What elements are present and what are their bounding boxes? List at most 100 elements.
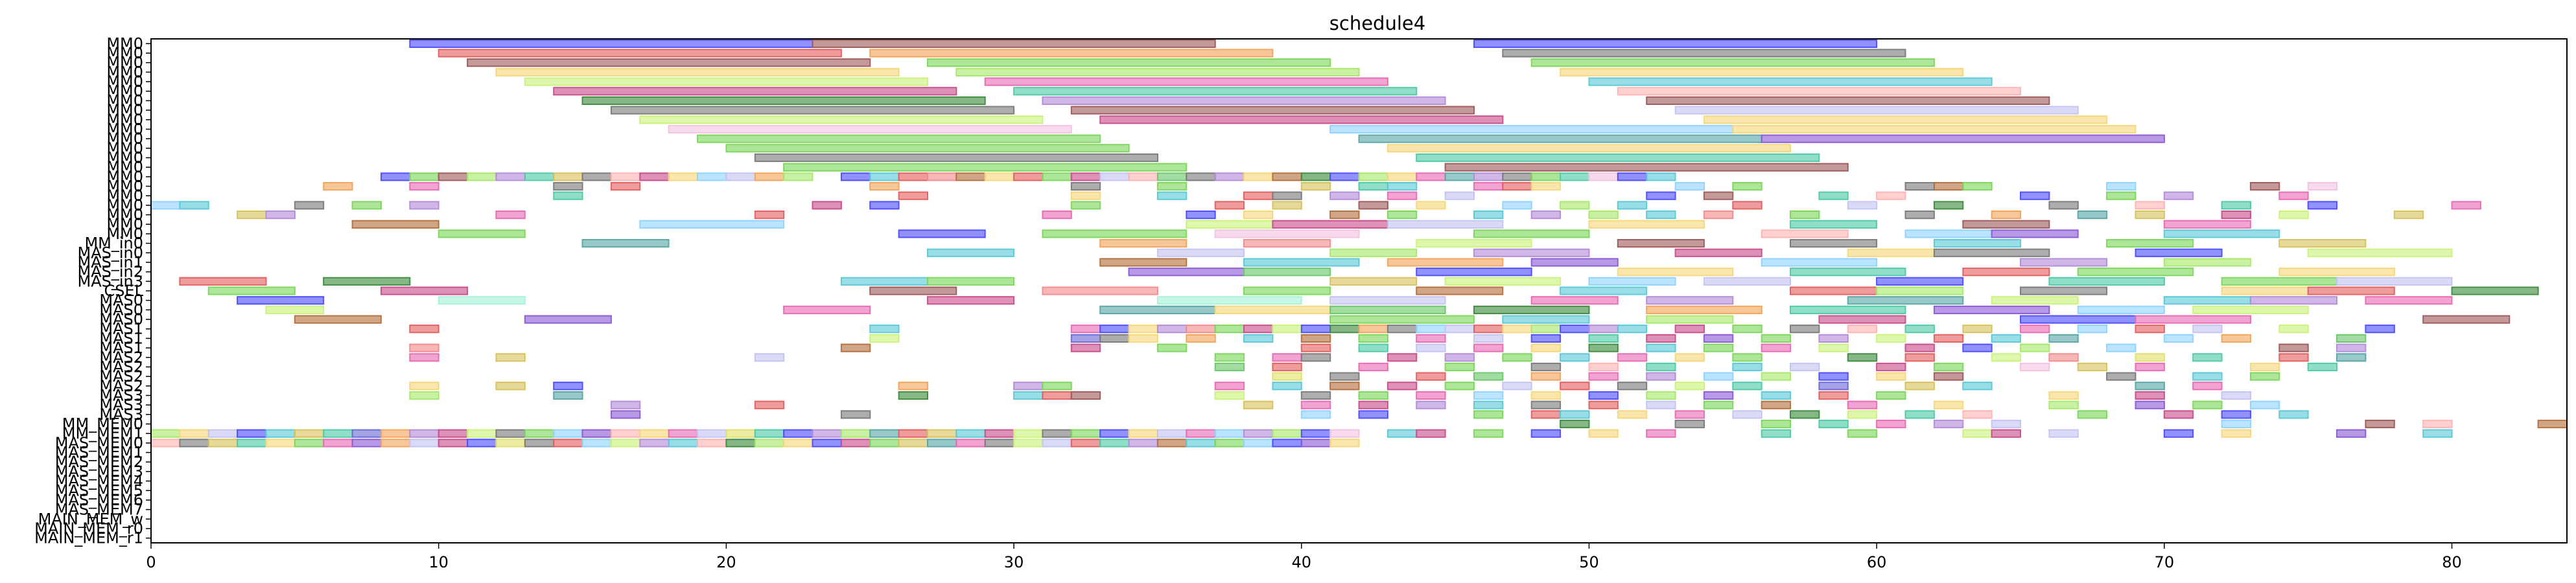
- gantt-bar: [1847, 353, 1878, 362]
- gantt-bar: [1732, 353, 1762, 362]
- gantt-bar: [294, 439, 325, 448]
- gantt-bar: [294, 315, 382, 324]
- y-tick-label: MAS_in1: [77, 253, 143, 271]
- gantt-bar: [495, 67, 900, 77]
- y-tick-label: MAS2: [99, 358, 143, 376]
- gantt-bar: [1444, 362, 1475, 372]
- gantt-bar: [1128, 334, 1158, 343]
- gantt-bar: [237, 429, 267, 438]
- gantt-bar: [1790, 220, 1878, 229]
- gantt-bar: [1588, 277, 1676, 286]
- gantt-bar: [927, 58, 1331, 67]
- gantt-bar: [1272, 429, 1302, 438]
- gantt-bar: [927, 172, 957, 181]
- y-tick-label: MM0: [106, 177, 143, 196]
- gantt-bar: [409, 382, 439, 391]
- gantt-bar: [495, 353, 526, 362]
- gantt-bar: [1876, 334, 1906, 343]
- gantt-bar: [1416, 372, 1446, 381]
- gantt-bar: [1761, 134, 2165, 143]
- gantt-bar: [1674, 325, 1705, 334]
- gantt-bar: [1042, 96, 1446, 106]
- gantt-bar: [1933, 419, 1964, 429]
- gantt-bar: [150, 429, 181, 438]
- gantt-bar: [2163, 296, 2251, 305]
- gantt-bar: [1991, 334, 2022, 343]
- gantt-bar: [467, 439, 497, 448]
- gantt-bar: [1502, 182, 1532, 191]
- gantt-bar: [438, 439, 469, 448]
- gantt-bar: [1387, 258, 1504, 267]
- gantt-bar: [812, 439, 842, 448]
- gantt-bar: [1732, 201, 1762, 210]
- gantt-bar: [1387, 382, 1418, 391]
- gantt-bar: [1070, 106, 1475, 115]
- gantt-bar: [1243, 325, 1274, 334]
- gantt-bar: [639, 439, 670, 448]
- gantt-bar: [409, 39, 814, 48]
- gantt-bar: [1272, 382, 1302, 391]
- gantt-bar: [2020, 315, 2137, 324]
- gantt-bar: [1042, 429, 1072, 438]
- gantt-bar: [869, 49, 1274, 58]
- gantt-bar: [2221, 429, 2252, 438]
- gantt-bar: [668, 429, 698, 438]
- gantt-bar: [438, 172, 469, 181]
- gantt-bar: [1530, 182, 1562, 191]
- gantt-bar: [1502, 315, 1590, 324]
- gantt-bar: [639, 115, 1044, 124]
- y-tick-label: MM0: [106, 225, 143, 243]
- y-tick-label: MM0: [106, 187, 143, 205]
- gantt-bar: [2221, 201, 2252, 210]
- gantt-bar: [1991, 353, 2022, 362]
- gantt-bar: [1790, 286, 1878, 295]
- gantt-bar: [697, 172, 727, 181]
- gantt-bar: [1847, 296, 1964, 305]
- gantt-bar: [610, 106, 1015, 115]
- gantt-bar: [467, 429, 497, 438]
- gantt-bar: [1790, 362, 1820, 372]
- gantt-bar: [323, 182, 353, 191]
- gantt-bar: [697, 134, 1101, 143]
- y-tick-label: MAS1: [99, 329, 143, 347]
- gantt-bar: [1560, 382, 1590, 391]
- gantt-bar: [1128, 268, 1245, 277]
- gantt-bar: [2135, 353, 2165, 362]
- gantt-bar: [955, 439, 986, 448]
- gantt-bar: [1272, 201, 1302, 210]
- gantt-bar: [2307, 182, 2338, 191]
- gantt-bar: [2336, 343, 2367, 352]
- gantt-bar: [2135, 391, 2165, 400]
- gantt-bar: [2278, 410, 2309, 419]
- gantt-bar: [1818, 372, 1849, 381]
- gantt-bar: [1502, 201, 1532, 210]
- y-tick-label: MM0: [106, 206, 143, 224]
- gantt-bar: [898, 429, 928, 438]
- gantt-bar: [1128, 439, 1158, 448]
- gantt-bar: [1358, 400, 1388, 409]
- gantt-bar: [2221, 277, 2338, 286]
- y-tick-label: MAS1: [99, 320, 143, 338]
- gantt-bar: [1387, 325, 1418, 334]
- gantt-bar: [1588, 325, 1619, 334]
- gantt-bar: [812, 39, 1216, 48]
- gantt-bar: [1588, 77, 1993, 86]
- gantt-bar: [1933, 362, 1964, 372]
- gantt-bar: [381, 439, 411, 448]
- y-tick-label: MM0: [106, 149, 143, 167]
- gantt-bar: [1070, 343, 1101, 352]
- gantt-bar: [1473, 429, 1504, 438]
- gantt-bar: [1070, 429, 1101, 438]
- gantt-bar: [1703, 115, 2108, 124]
- gantt-bar: [2077, 362, 2108, 372]
- gantt-bar: [754, 211, 785, 220]
- y-tick-label: MAS_MEM1: [55, 444, 143, 462]
- gantt-bar: [1329, 382, 1360, 391]
- gantt-bar: [1099, 439, 1130, 448]
- gantt-bar: [1013, 429, 1044, 438]
- gantt-bar: [1502, 172, 1532, 181]
- gantt-bar: [898, 229, 986, 238]
- gantt-bar: [1818, 382, 1849, 391]
- gantt-bar: [1530, 410, 1562, 419]
- gantt-bar: [1991, 429, 2022, 438]
